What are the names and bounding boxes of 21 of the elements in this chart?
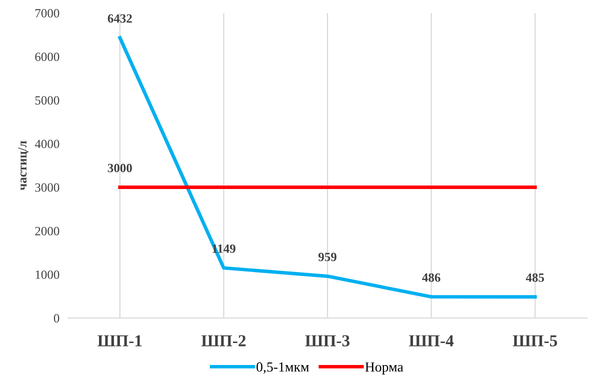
y-axis-title: частиц/л bbox=[18, 140, 29, 190]
data-label: 486 bbox=[422, 273, 440, 282]
data-label: 485 bbox=[526, 273, 544, 282]
y-tick-label: 5000 bbox=[35, 96, 60, 105]
data-label: 959 bbox=[318, 252, 336, 262]
data-label: 6432 bbox=[108, 14, 132, 23]
y-tick-label: 6000 bbox=[35, 52, 60, 62]
legend-label: 0,5-1мкм bbox=[256, 362, 309, 374]
y-tick-label: 3000 bbox=[35, 183, 60, 192]
x-tick-label: ШП-5 bbox=[512, 335, 558, 346]
legend-label: Норма bbox=[365, 362, 404, 374]
y-tick-label: 4000 bbox=[34, 140, 60, 148]
data-label: 3000 bbox=[108, 164, 132, 172]
y-tick-label: 2000 bbox=[35, 226, 60, 236]
y-tick-label: 1000 bbox=[36, 270, 60, 279]
x-tick-label: ШП-1 bbox=[98, 335, 142, 346]
y-tick-label: 7000 bbox=[35, 9, 60, 18]
x-tick-label: ШП-2 bbox=[201, 335, 246, 346]
x-tick-label: ШП-4 bbox=[409, 335, 454, 346]
y-tick-label: 0 bbox=[54, 314, 60, 322]
x-tick-label: ШП-3 bbox=[305, 335, 350, 346]
